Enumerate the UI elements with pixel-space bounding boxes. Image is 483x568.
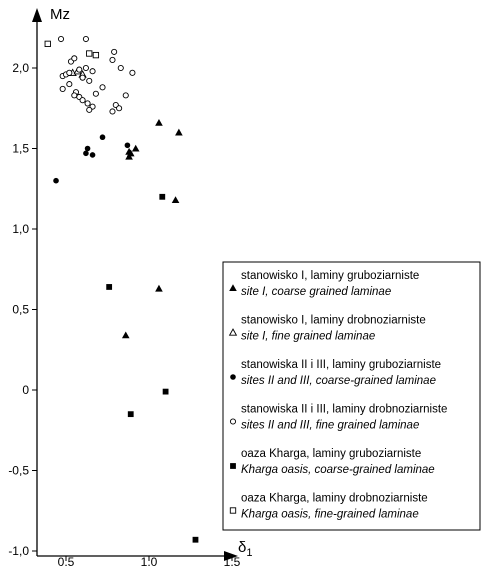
data-point — [76, 66, 83, 73]
legend-marker — [228, 328, 238, 336]
y-tick-label: 2,0 — [12, 61, 29, 75]
data-point — [109, 108, 116, 115]
legend-item: stanowisko I, laminy gruboziarniste site … — [229, 270, 419, 298]
y-tick-label: 1,5 — [12, 142, 29, 156]
series-0 — [121, 118, 183, 339]
data-point — [122, 92, 129, 99]
data-point — [71, 92, 78, 99]
data-point — [79, 97, 86, 104]
legend-label: oaza Kharga, laminy gruboziarniste — [241, 448, 421, 460]
data-point — [99, 84, 106, 91]
data-point — [86, 77, 93, 84]
legend-label-en: site I, fine grained laminae — [241, 331, 375, 343]
data-point — [124, 142, 131, 149]
legend-label-en: site I, coarse grained laminae — [241, 286, 391, 298]
x-axis-title-subscript: 1 — [246, 547, 252, 559]
legend-marker — [229, 284, 237, 292]
data-point — [159, 193, 166, 200]
axes: Mz δ1 — [32, 6, 252, 561]
legend: stanowisko I, laminy gruboziarniste site … — [222, 261, 481, 531]
legend-marker — [230, 463, 236, 469]
legend-marker — [229, 507, 237, 514]
data-point — [171, 196, 180, 204]
data-point — [53, 177, 59, 184]
x-axis-title-symbol: δ — [238, 539, 246, 556]
data-point — [126, 149, 135, 157]
legend-item: stanowiska II i III, laminy gruboziarnis… — [230, 359, 441, 387]
y-tick-label: -0,5 — [8, 464, 29, 478]
legend-item: oaza Kharga, laminy gruboziarniste Kharga… — [230, 448, 435, 476]
legend-marker — [230, 374, 236, 380]
data-point — [83, 150, 89, 157]
series-3 — [57, 35, 136, 115]
data-point — [127, 411, 134, 418]
y-tick-label: -1,0 — [8, 544, 29, 558]
legend-item: oaza Kharga, laminy drobnoziarniste Kharg… — [229, 493, 428, 521]
data-point — [92, 90, 99, 97]
data-point — [86, 50, 93, 57]
y-tick-label: 1,0 — [12, 222, 29, 236]
data-point — [155, 284, 163, 292]
legend-label-en: Kharga oasis, coarse-grained laminae — [241, 464, 435, 476]
data-point — [71, 55, 78, 62]
legend-label-en: Kharga oasis, fine-grained laminae — [241, 509, 419, 521]
data-point — [111, 48, 118, 55]
data-point — [84, 145, 91, 152]
data-point — [66, 69, 73, 76]
y-axis-arrow — [32, 8, 42, 22]
legend-label: stanowiska II i III, laminy drobnoziarni… — [241, 404, 447, 416]
legend-label: stanowisko I, laminy drobnoziarniste — [241, 315, 426, 327]
legend-item: stanowiska II i III, laminy drobnoziarni… — [229, 404, 447, 432]
data-point — [92, 51, 100, 59]
data-point — [121, 331, 130, 339]
data-point — [59, 85, 66, 92]
data-point — [131, 144, 140, 152]
legend-box — [222, 261, 481, 531]
x-tick-label: 0.5 — [58, 555, 75, 568]
x-tick-label: 1.0 — [141, 555, 158, 568]
data-point — [82, 35, 89, 43]
data-point — [117, 64, 124, 72]
legend-label: stanowisko I, laminy gruboziarniste — [241, 270, 419, 282]
data-point — [82, 64, 89, 72]
series-2 — [53, 134, 131, 184]
series-5 — [44, 40, 100, 59]
data-point — [86, 106, 93, 113]
data-point — [109, 56, 116, 64]
data-point — [79, 74, 86, 81]
legend-label-en: sites II and III, coarse-grained laminae — [241, 375, 436, 387]
data-point — [162, 388, 169, 395]
legend-items: stanowisko I, laminy gruboziarniste site … — [228, 270, 447, 521]
data-point — [99, 134, 106, 141]
data-point — [84, 100, 91, 107]
legend-label: oaza Kharga, laminy drobnoziarniste — [241, 493, 428, 505]
data-points — [44, 35, 199, 543]
legend-label: stanowiska II i III, laminy gruboziarnis… — [241, 359, 441, 371]
data-point — [44, 40, 51, 48]
ticks: 0.5 1.0 1.5 -1,0 -0,5 0 0,5 1,0 1,5 2,0 — [8, 61, 240, 568]
series-4 — [106, 193, 199, 543]
data-point — [175, 128, 183, 136]
data-point — [155, 118, 163, 126]
legend-marker — [229, 418, 237, 425]
y-axis-title: Mz — [50, 6, 70, 23]
data-point — [106, 284, 113, 290]
y-tick-label: 0 — [22, 383, 29, 397]
x-axis-arrow — [224, 551, 238, 561]
data-point — [57, 35, 65, 43]
legend-label-en: sites II and III, fine grained laminae — [241, 420, 419, 432]
data-point — [192, 536, 199, 543]
x-axis-title: δ1 — [238, 539, 252, 559]
data-point — [116, 105, 123, 112]
y-tick-label: 0,5 — [12, 303, 29, 317]
legend-item: stanowisko I, laminy drobnoziarniste site… — [228, 315, 426, 343]
x-tick-label: 1.5 — [224, 555, 241, 568]
data-point — [129, 69, 136, 76]
data-point — [89, 152, 96, 158]
data-point — [66, 81, 73, 88]
data-point — [89, 68, 96, 75]
